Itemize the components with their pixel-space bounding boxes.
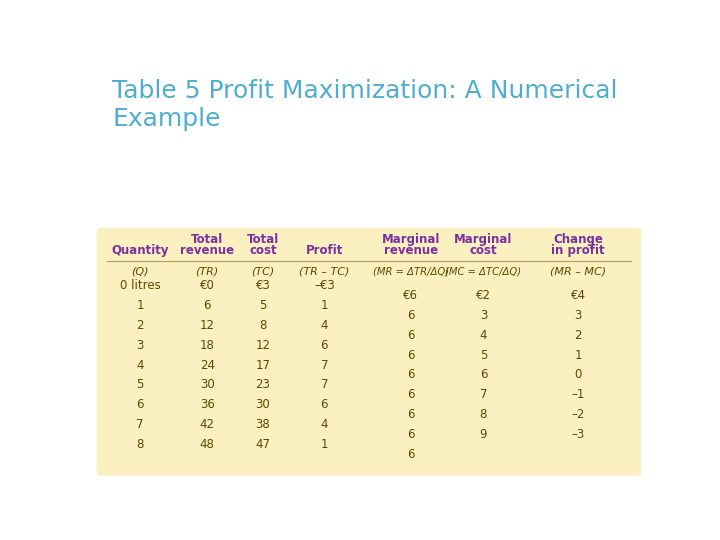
Text: 6: 6 xyxy=(407,408,415,421)
Text: Profit: Profit xyxy=(306,244,343,258)
Text: 1: 1 xyxy=(320,299,328,312)
Text: 1: 1 xyxy=(137,299,144,312)
Text: 24: 24 xyxy=(199,359,215,372)
Text: 6: 6 xyxy=(407,428,415,441)
Text: 4: 4 xyxy=(480,328,487,342)
Text: 3: 3 xyxy=(575,309,582,322)
Text: –€3: –€3 xyxy=(314,279,335,292)
Text: 6: 6 xyxy=(320,399,328,411)
Text: 7: 7 xyxy=(137,418,144,431)
Text: 38: 38 xyxy=(256,418,270,431)
Text: €2: €2 xyxy=(476,289,491,302)
Text: revenue: revenue xyxy=(180,244,234,258)
Text: (Q): (Q) xyxy=(132,267,149,277)
Text: 23: 23 xyxy=(256,379,271,392)
Text: cost: cost xyxy=(249,244,276,258)
Text: 18: 18 xyxy=(199,339,215,352)
Text: 6: 6 xyxy=(320,339,328,352)
Text: 6: 6 xyxy=(407,309,415,322)
Text: cost: cost xyxy=(469,244,498,258)
Text: 6: 6 xyxy=(480,368,487,381)
Text: 3: 3 xyxy=(137,339,144,352)
Text: 6: 6 xyxy=(204,299,211,312)
Text: Marginal: Marginal xyxy=(454,233,513,246)
Text: revenue: revenue xyxy=(384,244,438,258)
Text: 12: 12 xyxy=(199,319,215,332)
Text: 9: 9 xyxy=(480,428,487,441)
Text: (MR = ΔTR/ΔQ): (MR = ΔTR/ΔQ) xyxy=(373,267,449,277)
Text: 30: 30 xyxy=(200,379,215,392)
Text: 42: 42 xyxy=(199,418,215,431)
Text: 0 litres: 0 litres xyxy=(120,279,161,292)
Text: –2: –2 xyxy=(572,408,585,421)
Text: 3: 3 xyxy=(480,309,487,322)
Text: 4: 4 xyxy=(137,359,144,372)
Text: 36: 36 xyxy=(199,399,215,411)
Text: 6: 6 xyxy=(137,399,144,411)
Text: 17: 17 xyxy=(256,359,271,372)
Text: 7: 7 xyxy=(320,379,328,392)
Text: €3: €3 xyxy=(256,279,271,292)
Text: 5: 5 xyxy=(137,379,144,392)
Text: (TR): (TR) xyxy=(196,267,219,277)
Text: (MR – MC): (MR – MC) xyxy=(550,267,606,277)
Text: €4: €4 xyxy=(571,289,586,302)
Text: 8: 8 xyxy=(137,438,144,451)
Text: 30: 30 xyxy=(256,399,270,411)
Text: 6: 6 xyxy=(407,348,415,361)
Text: Table 5 Profit Maximization: A Numerical Example: Table 5 Profit Maximization: A Numerical… xyxy=(112,79,618,131)
Text: in profit: in profit xyxy=(552,244,605,258)
Text: €0: €0 xyxy=(199,279,215,292)
Text: (TC): (TC) xyxy=(251,267,274,277)
Text: 2: 2 xyxy=(575,328,582,342)
Text: Change: Change xyxy=(553,233,603,246)
Text: 47: 47 xyxy=(256,438,271,451)
Text: 4: 4 xyxy=(320,418,328,431)
Text: Marginal: Marginal xyxy=(382,233,440,246)
Text: 0: 0 xyxy=(575,368,582,381)
Text: 4: 4 xyxy=(320,319,328,332)
Text: –1: –1 xyxy=(572,388,585,401)
Text: 6: 6 xyxy=(407,328,415,342)
Text: 8: 8 xyxy=(480,408,487,421)
Text: Quantity: Quantity xyxy=(112,244,169,258)
Text: –3: –3 xyxy=(572,428,585,441)
Text: Total: Total xyxy=(247,233,279,246)
Text: 6: 6 xyxy=(407,388,415,401)
Text: 48: 48 xyxy=(199,438,215,451)
Text: 5: 5 xyxy=(480,348,487,361)
Text: (MC = ΔTC/ΔQ): (MC = ΔTC/ΔQ) xyxy=(446,267,521,277)
Text: 7: 7 xyxy=(320,359,328,372)
Text: (TR – TC): (TR – TC) xyxy=(300,267,349,277)
Text: 8: 8 xyxy=(259,319,266,332)
FancyBboxPatch shape xyxy=(96,228,642,476)
Text: 6: 6 xyxy=(407,448,415,461)
Text: 5: 5 xyxy=(259,299,266,312)
Text: 1: 1 xyxy=(320,438,328,451)
Text: 7: 7 xyxy=(480,388,487,401)
Text: Total: Total xyxy=(191,233,223,246)
Text: 1: 1 xyxy=(575,348,582,361)
Text: €6: €6 xyxy=(403,289,418,302)
Text: 2: 2 xyxy=(137,319,144,332)
Text: 12: 12 xyxy=(256,339,271,352)
Text: 6: 6 xyxy=(407,368,415,381)
